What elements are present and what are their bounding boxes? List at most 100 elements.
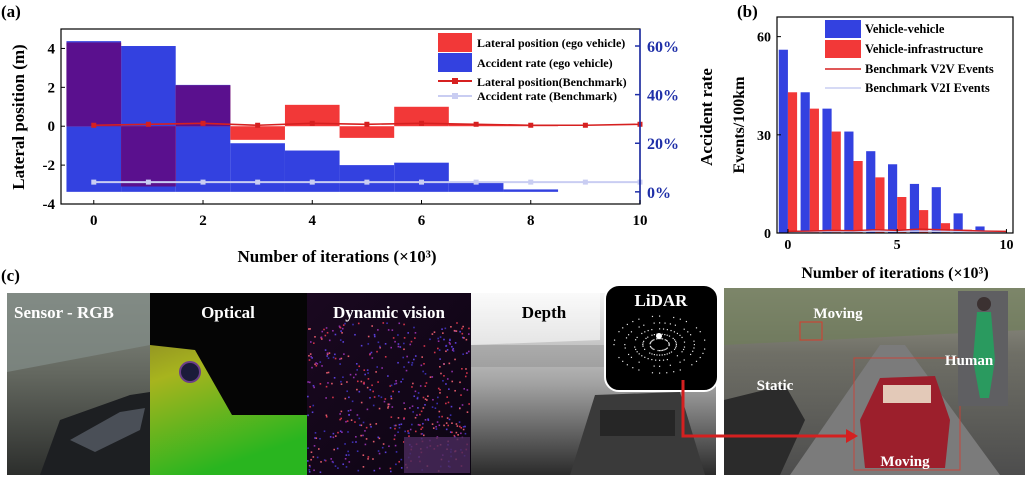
dvs-dot xyxy=(311,411,314,414)
dvs-dot xyxy=(445,383,447,385)
dvs-dot xyxy=(320,336,323,339)
lidar-point xyxy=(638,361,640,363)
dvs-dot xyxy=(465,338,468,341)
lidar-point xyxy=(674,340,677,342)
dvs-dot xyxy=(312,342,315,344)
dvs-dot xyxy=(364,430,366,432)
dvs-dot xyxy=(420,364,423,367)
lidar-point xyxy=(699,331,701,333)
dvs-dot xyxy=(403,348,405,351)
dvs-dot xyxy=(398,460,400,463)
lidar-point xyxy=(643,324,645,326)
dvs-dot xyxy=(464,432,467,435)
dvs-dot xyxy=(339,339,342,341)
dvs-dot xyxy=(323,430,326,433)
dvs-dot xyxy=(376,366,379,368)
dvs-dot xyxy=(318,448,320,450)
dvs-dot xyxy=(340,380,342,383)
lidar-point xyxy=(693,347,695,349)
lidar-point xyxy=(664,348,666,351)
dvs-dot xyxy=(308,469,311,471)
lidar-arrow-head xyxy=(846,429,858,443)
accident-bench-marker xyxy=(582,179,588,185)
dvs-dot xyxy=(411,405,414,408)
dvs-dot xyxy=(389,427,392,429)
dvs-dot xyxy=(413,326,415,329)
dvs-dot xyxy=(397,334,399,336)
dvs-dot xyxy=(402,441,405,443)
dvs-dot xyxy=(343,353,345,355)
lidar-point xyxy=(647,336,649,338)
dvs-dot xyxy=(448,362,451,365)
lidar-point xyxy=(630,356,633,358)
lidar-point xyxy=(668,335,671,337)
dvs-dot xyxy=(336,447,339,450)
lidar-point xyxy=(613,344,615,346)
accident-bench-marker xyxy=(528,179,534,185)
lidar-point xyxy=(666,334,668,336)
dvs-dot xyxy=(414,430,417,433)
lidar-point xyxy=(655,359,657,361)
dvs-dot xyxy=(449,431,452,433)
dvs-dot xyxy=(308,464,311,467)
chart-a: 0 2 4 6 8 10 4 2 0 -2 -4 0% 20% 40% 60% Number of it… xyxy=(9,28,716,266)
dvs-dot xyxy=(433,351,436,354)
lidar-point xyxy=(679,334,681,336)
dvs-dot xyxy=(314,437,316,439)
lidar-point xyxy=(638,369,640,371)
lidar-point xyxy=(659,315,661,317)
y-tick-label: -4 xyxy=(43,197,56,213)
dvs-dot xyxy=(373,469,376,472)
dvs-dot xyxy=(389,467,392,470)
lidar-point xyxy=(622,360,624,362)
dvs-dot xyxy=(414,337,416,339)
scene-human-body xyxy=(973,312,995,398)
dvs-dot xyxy=(310,355,312,358)
dvs-dot xyxy=(414,390,417,393)
lidar-point xyxy=(635,339,637,341)
x-ticks-a: 0 2 4 6 8 10 xyxy=(90,200,648,229)
lidar-point xyxy=(685,320,688,323)
dvs-dot xyxy=(402,356,405,359)
dvs-dot xyxy=(452,347,455,350)
accident-bar xyxy=(394,162,449,192)
dvs-dot xyxy=(463,388,466,390)
dvs-dot xyxy=(360,434,362,437)
dvs-dot xyxy=(347,410,350,412)
chart-b: 0 5 10 60 30 0 Number of iterations (×10³) E… xyxy=(731,16,1014,282)
dvs-dot xyxy=(451,422,453,425)
dvs-dot xyxy=(309,405,311,408)
dvs-dot xyxy=(439,392,441,394)
dvs-dot xyxy=(467,333,470,335)
dvs-dot xyxy=(422,370,424,373)
lidar-point xyxy=(668,352,671,354)
dvs-dot xyxy=(432,427,435,429)
dvs-dot xyxy=(373,333,376,336)
dvs-dot xyxy=(328,352,331,354)
y2-ticks-a: 0% 20% 40% 60% xyxy=(635,39,679,202)
y2-tick-label: 20% xyxy=(647,136,679,153)
dvs-dot xyxy=(387,375,389,377)
dvs-dot xyxy=(362,421,365,424)
lidar-point xyxy=(693,340,695,342)
dvs-dot xyxy=(332,396,334,399)
dvs-dot xyxy=(397,345,400,348)
dvs-dot xyxy=(319,361,322,363)
lidar-point xyxy=(669,364,671,366)
dvs-dot xyxy=(310,451,313,454)
v2v-bar xyxy=(822,108,832,233)
lidar-point xyxy=(659,328,661,330)
dvs-dot xyxy=(409,428,412,431)
lidar-point xyxy=(673,339,676,341)
dvs-dot xyxy=(332,436,335,439)
lidar-point xyxy=(634,346,636,348)
x-axis-label-b: Number of iterations (×10³) xyxy=(801,265,988,282)
lidar-point xyxy=(652,339,654,341)
dvs-dot xyxy=(334,353,336,356)
accident-bench-marker xyxy=(419,179,425,185)
dvs-dot xyxy=(427,418,429,421)
dvs-dot xyxy=(326,355,328,357)
lidar-point xyxy=(704,339,706,341)
lidar-point xyxy=(676,355,679,357)
lidar-point xyxy=(675,345,677,347)
